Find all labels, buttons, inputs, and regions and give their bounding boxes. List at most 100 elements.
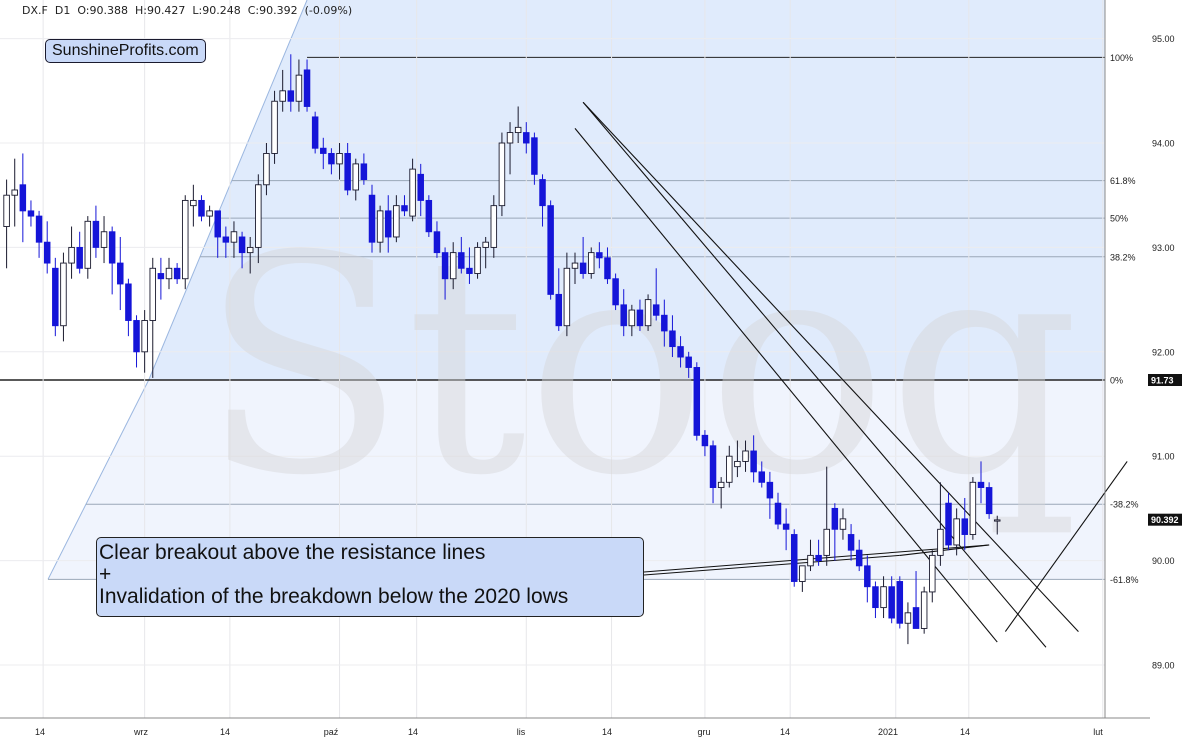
candle-body	[847, 534, 855, 551]
candle-body	[417, 173, 424, 201]
candle-body	[596, 252, 603, 259]
candle-body	[84, 220, 92, 269]
candle-body	[125, 283, 132, 321]
x-tick-label: gru	[697, 727, 710, 737]
candle-body	[734, 460, 741, 468]
trendline	[899, 544, 990, 556]
fib-level-label: -61.8%	[1110, 575, 1139, 585]
candle-body	[384, 210, 392, 238]
brand-logo: SunshineProfits.com	[45, 39, 206, 63]
candle-body	[636, 309, 644, 327]
candle-body	[685, 356, 692, 368]
candle-body	[482, 241, 489, 248]
fib-level-label: 38.2%	[1110, 252, 1136, 262]
fib-level-label: 61.8%	[1110, 176, 1136, 186]
candle-body	[52, 267, 59, 327]
candle-body	[263, 153, 270, 186]
candle-body	[571, 262, 579, 269]
fib-level-label: 0%	[1110, 376, 1123, 386]
y-tick-label: 94.00	[1152, 139, 1175, 149]
candle-body	[937, 528, 944, 556]
candle-body	[766, 481, 774, 499]
candle-body	[449, 252, 457, 280]
candle-body	[149, 267, 157, 321]
x-tick-label: 2021	[878, 727, 898, 737]
x-tick-label: 14	[35, 727, 45, 737]
candle-body	[945, 502, 952, 546]
price-tag-label: 90.392	[1151, 515, 1179, 525]
candle-body	[458, 252, 465, 269]
candle-body	[409, 168, 416, 217]
x-tick-label: wrz	[133, 727, 148, 737]
y-tick-label: 93.00	[1152, 243, 1175, 253]
annotation-callout: Clear breakout above the resistance line…	[96, 537, 644, 617]
candle-body	[547, 205, 554, 295]
candle-body	[855, 549, 863, 567]
price-tag-label: 91.73	[1151, 376, 1174, 386]
y-tick-label: 95.00	[1152, 34, 1175, 44]
candle-body	[141, 320, 148, 353]
candle-body	[238, 236, 246, 254]
candle-body	[3, 194, 10, 227]
candle-body	[60, 262, 67, 327]
fib-left-edge-lower	[47, 379, 150, 580]
candle-body	[896, 581, 904, 624]
candle-body	[815, 554, 822, 562]
candle-body	[531, 137, 538, 175]
fib-level-label: 100%	[1110, 53, 1133, 63]
candle-body	[230, 231, 238, 243]
ohlc-header: DX.F D1 O:90.388 H:90.427 L:90.248 C:90.…	[22, 4, 352, 17]
candle-body	[717, 481, 725, 488]
candle-body	[295, 74, 303, 102]
candle-body	[303, 69, 311, 107]
fib-retracement-zone	[148, 0, 1105, 380]
candle-body	[620, 304, 627, 327]
candle-body	[425, 199, 433, 233]
annotation-line-2: +	[99, 563, 112, 586]
candles	[3, 54, 1001, 645]
candle-body	[604, 257, 611, 280]
candle-body	[35, 215, 43, 243]
candle-body	[100, 231, 108, 248]
candle-body	[344, 153, 351, 191]
candle-body	[790, 534, 798, 582]
x-tick-label: 14	[220, 727, 230, 737]
fib-left-edge	[148, 0, 308, 381]
candle-body	[661, 314, 668, 332]
fib-level-label: 50%	[1110, 214, 1128, 224]
candle-body	[320, 147, 327, 154]
candle-body	[677, 346, 684, 358]
candle-body	[133, 320, 140, 353]
candle-body	[977, 481, 985, 488]
watermark: Stooq	[200, 192, 1079, 541]
interval: D1	[54, 4, 71, 17]
candle-body	[165, 267, 173, 280]
candle-body	[612, 278, 619, 306]
candle-body	[872, 586, 879, 609]
candle-body	[579, 262, 587, 274]
candle-body	[628, 309, 636, 327]
time-axis: 14 wrz 14 paź 14 lis 14 gru 14 2021 14 lut	[35, 727, 1103, 737]
candle-body	[498, 142, 506, 207]
trendline	[582, 101, 1047, 648]
annotation-line-1: Clear breakout above the resistance line…	[99, 541, 486, 564]
candle-body	[393, 205, 400, 238]
x-tick-label: 14	[780, 727, 790, 737]
ohlc-values: O:90.388 H:90.427 L:90.248 C:90.392 (-0.…	[77, 4, 353, 17]
candle-body	[587, 252, 595, 274]
candle-body	[401, 205, 408, 212]
candle-body	[117, 262, 124, 285]
candle-body	[904, 612, 912, 624]
candle-body	[441, 252, 449, 280]
candle-body	[279, 90, 286, 102]
candle-body	[157, 273, 165, 280]
candle-body	[352, 163, 360, 191]
candle-body	[563, 267, 571, 327]
candle-body	[758, 471, 766, 483]
price-tag	[1148, 513, 1182, 526]
candle-body	[774, 502, 782, 525]
candle-body	[311, 116, 319, 149]
candle-body	[506, 132, 514, 144]
candle-body	[864, 565, 871, 588]
